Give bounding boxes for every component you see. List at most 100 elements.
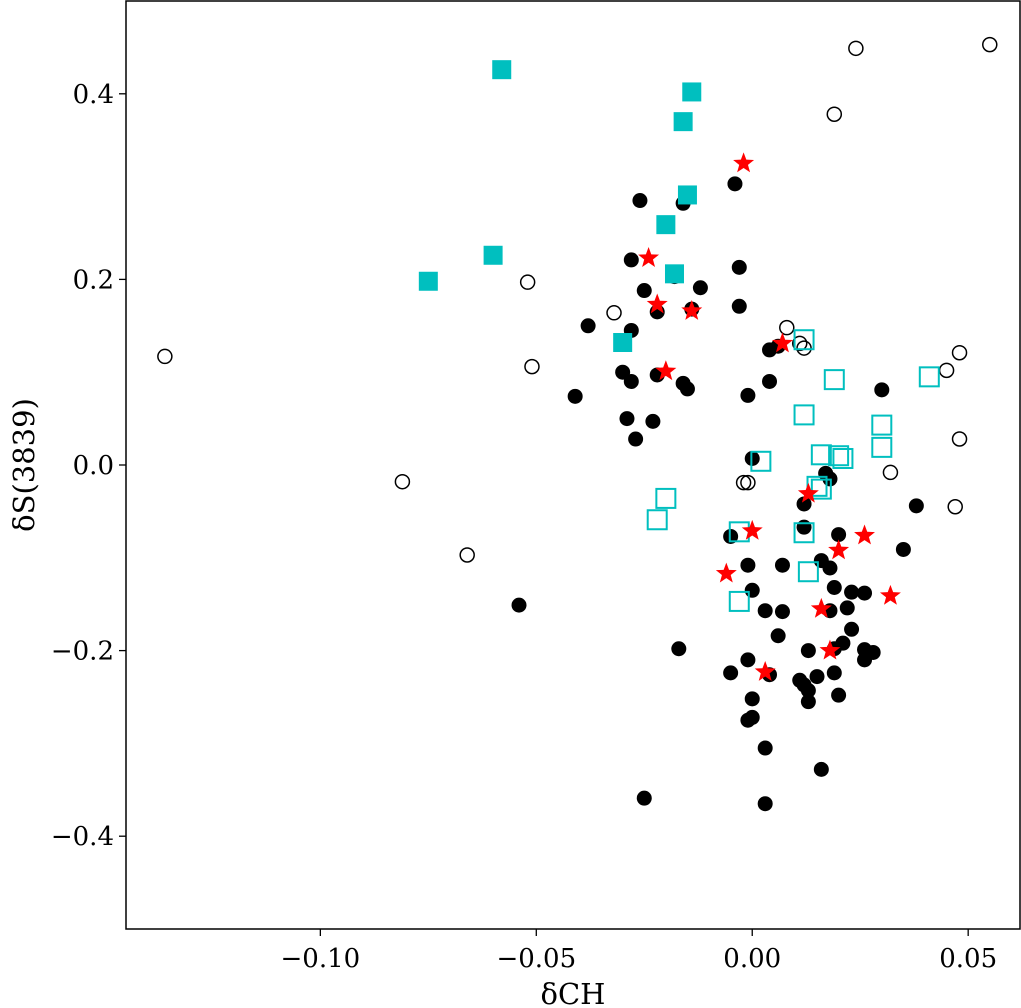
star-point: [772, 332, 793, 353]
star-point: [828, 539, 850, 560]
open-circle-point: [791, 335, 808, 352]
filled-circle-point: [809, 669, 825, 685]
filled-square-point: [418, 271, 438, 291]
data-marks: [157, 36, 998, 812]
open-square-point: [728, 590, 750, 612]
open-square-point: [750, 450, 772, 472]
filled-circle-point: [895, 541, 911, 557]
filled-square-point: [613, 333, 633, 353]
filled-circle-point: [774, 604, 790, 620]
star-point: [741, 519, 763, 540]
filled-circle-point: [731, 298, 747, 314]
filled-circle-point: [800, 683, 816, 699]
filled-circle-point: [623, 373, 639, 389]
open-circle-point: [882, 464, 899, 481]
filled-circle-point: [874, 382, 890, 398]
filled-circle-point: [857, 585, 873, 601]
filled-circle-point: [796, 496, 812, 512]
filled-circle-point: [623, 252, 639, 268]
filled-circle-point: [822, 560, 838, 576]
filled-circle-point: [831, 527, 847, 543]
filled-circle-point: [679, 381, 695, 397]
filled-circle-point: [770, 628, 786, 644]
open-square-point: [823, 369, 845, 391]
filled-circle-point: [740, 712, 756, 728]
filled-circle-point: [839, 600, 855, 616]
star-point: [733, 152, 755, 173]
filled-square-point: [483, 245, 503, 265]
filled-square-point: [677, 185, 697, 205]
filled-circle-point: [844, 621, 860, 637]
filled-square-point: [673, 112, 693, 132]
open-square-point: [871, 414, 893, 436]
open-circle-point: [394, 473, 411, 490]
y-tick-label: −0.4: [51, 822, 114, 852]
open-circle-point: [938, 362, 955, 379]
filled-circle-point: [692, 280, 708, 296]
x-axis-ticks: −0.10 −0.05 0.00 0.05: [281, 929, 997, 974]
filled-circle-point: [757, 603, 773, 619]
open-square-point: [810, 444, 832, 466]
open-square-point: [918, 366, 940, 388]
open-circle-point: [606, 305, 622, 321]
open-circle-point: [740, 474, 756, 491]
star-point: [810, 597, 832, 618]
series-open-circles: [157, 36, 998, 563]
open-square-point: [793, 329, 815, 351]
filled-circle-point: [757, 740, 773, 756]
open-square-point: [871, 436, 893, 458]
plot-frame: [125, 0, 1021, 930]
filled-circle-point: [628, 431, 644, 447]
star-point: [819, 639, 841, 660]
star-point: [797, 482, 819, 503]
y-tick-label: −0.2: [51, 637, 114, 667]
series-filled-circles: [511, 176, 924, 812]
filled-circle-point: [727, 176, 743, 192]
y-axis-ticks: 0.4 0.2 0.0 −0.2 −0.4: [51, 80, 126, 852]
x-axis-label: δCH: [541, 977, 606, 1008]
filled-circle-point: [671, 641, 687, 657]
filled-circle-point: [580, 318, 596, 334]
series-filled-squares: [418, 60, 702, 353]
star-point: [715, 562, 737, 583]
filled-circle-point: [567, 388, 583, 404]
open-circle-point: [735, 474, 752, 491]
open-square-point: [793, 522, 815, 544]
open-circle-point: [796, 340, 812, 356]
filled-circle-point: [800, 643, 816, 659]
open-circle-point: [519, 274, 536, 290]
filled-circle-point: [744, 582, 760, 598]
open-circle-point: [947, 499, 963, 515]
y-axis-label: δS(3839): [7, 398, 41, 532]
filled-circle-point: [774, 557, 790, 573]
open-square-point: [832, 448, 854, 470]
open-square-point: [810, 478, 832, 500]
open-circle-point: [951, 344, 968, 361]
filled-circle-point: [511, 597, 527, 613]
star-point: [638, 247, 660, 267]
filled-circle-point: [731, 259, 747, 275]
filled-circle-point: [632, 193, 648, 209]
filled-circle-point: [908, 498, 924, 514]
open-square-point: [655, 487, 677, 509]
open-circle-point: [779, 319, 795, 336]
filled-circle-point: [762, 373, 778, 389]
filled-circle-point: [740, 387, 756, 403]
filled-circle-point: [800, 694, 816, 710]
filled-circle-point: [826, 579, 842, 595]
open-circle-point: [951, 431, 968, 447]
open-circle-point: [524, 358, 540, 375]
open-circle-point: [459, 547, 475, 563]
filled-circle-point: [636, 283, 652, 299]
filled-square-point: [656, 215, 676, 235]
filled-circle-point: [744, 691, 760, 707]
open-circle-point: [157, 348, 173, 365]
star-point: [879, 584, 901, 605]
filled-circle-point: [757, 796, 773, 812]
star-point: [754, 660, 776, 681]
star-point: [655, 360, 677, 381]
star-point: [646, 293, 668, 314]
filled-circle-point: [813, 761, 829, 777]
y-tick-label: 0.2: [73, 265, 114, 295]
